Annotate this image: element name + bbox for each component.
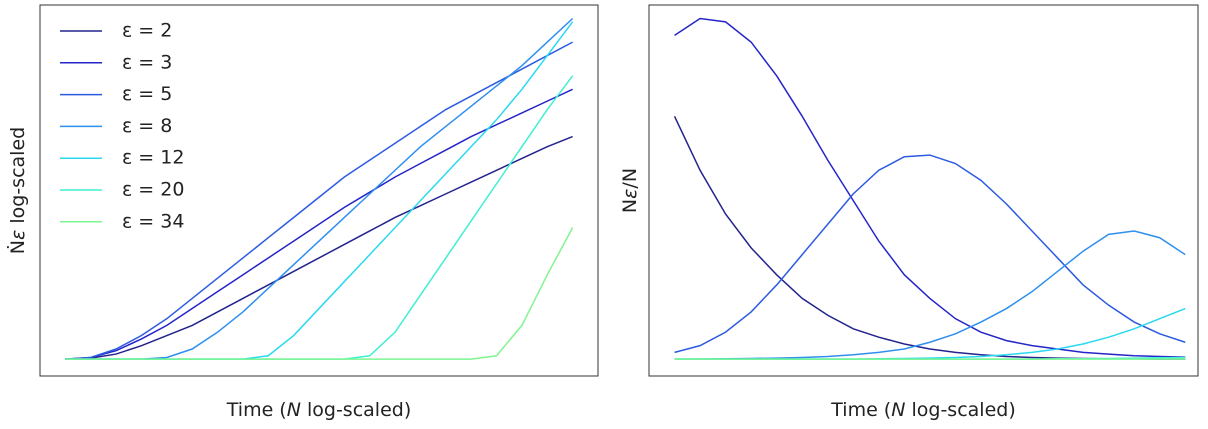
y-axis-label: Nε/N (619, 168, 641, 213)
line-series (674, 307, 1186, 360)
label-part: ε (619, 189, 641, 199)
legend-label: ε = 34 (122, 210, 184, 232)
x-axis-label: Time (N log-scaled) (226, 399, 411, 421)
label-part: N (619, 199, 641, 213)
label-part: N (287, 399, 301, 421)
line-series (674, 17, 1186, 358)
label-part: log-scaled) (301, 399, 411, 421)
label-part: /N (619, 168, 641, 189)
line-series (674, 154, 1186, 354)
legend-label: ε = 8 (122, 115, 172, 137)
legend-label: ε = 3 (122, 51, 172, 73)
plot-frame (648, 4, 1199, 377)
label-part: Time ( (830, 399, 891, 421)
line-series (674, 230, 1186, 360)
label-part: N (891, 399, 905, 421)
label-part: log-scaled (7, 127, 29, 230)
line-series (673, 115, 1186, 360)
plot-frame (39, 4, 599, 377)
line-series (65, 135, 573, 360)
legend-label: ε = 2 (122, 20, 172, 42)
label-part: ε (7, 230, 29, 240)
legend-label: ε = 5 (122, 83, 172, 105)
label-part: log-scaled) (905, 399, 1015, 421)
legend-label: ε = 20 (122, 179, 184, 201)
y-axis-label: Ṅε log-scaled (6, 127, 29, 254)
label-part: Ṅ (6, 240, 29, 254)
label-part: Time ( (226, 399, 287, 421)
line-series (65, 227, 574, 360)
line-series (65, 41, 573, 360)
x-axis-label: Time (N log-scaled) (830, 399, 1015, 421)
legend-label: ε = 12 (122, 147, 184, 169)
legend: ε = 2 ε = 3 ε = 5 ε = 8 ε = 12 ε = 20 ε = 34 (60, 20, 184, 232)
